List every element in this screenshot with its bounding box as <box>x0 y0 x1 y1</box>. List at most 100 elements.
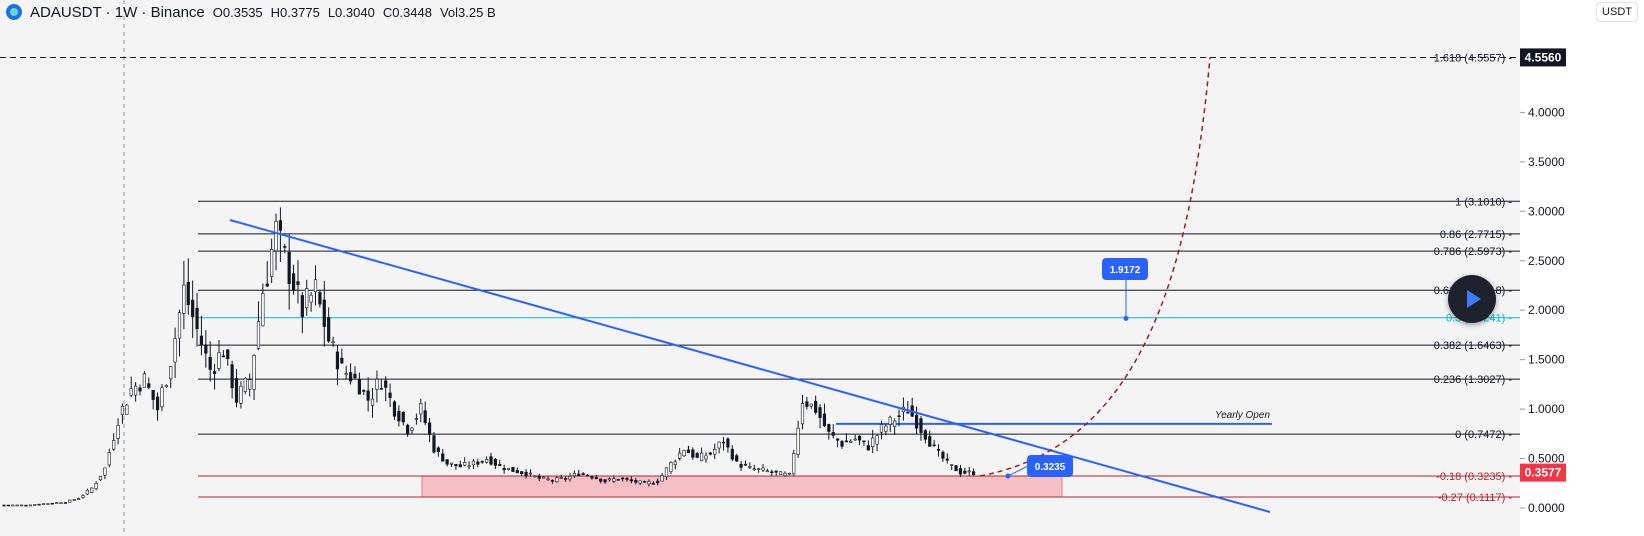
candle <box>914 406 919 435</box>
candle-body <box>283 246 287 248</box>
candle-body <box>928 436 932 447</box>
candle-body <box>559 477 563 479</box>
candle-body <box>524 471 528 477</box>
candle <box>353 366 357 380</box>
candle-body <box>125 404 129 415</box>
play-button[interactable] <box>1448 275 1496 323</box>
candle <box>796 420 800 458</box>
candle <box>55 502 59 504</box>
candle-body <box>669 462 673 472</box>
candle <box>695 452 699 459</box>
candle <box>673 459 677 470</box>
candle <box>537 473 541 482</box>
price-axis-background <box>1520 0 1644 536</box>
candle <box>875 434 879 452</box>
currency-button[interactable]: USDT <box>1596 2 1638 22</box>
candle <box>327 307 331 343</box>
candle <box>309 292 313 312</box>
candle <box>160 383 164 412</box>
candle <box>699 447 704 462</box>
candle <box>344 365 348 379</box>
candle <box>226 349 230 366</box>
candle <box>370 388 375 418</box>
candle-body <box>94 483 98 489</box>
candle-body <box>480 460 484 463</box>
candle-body <box>379 388 383 390</box>
candle <box>866 440 870 451</box>
candle-body <box>476 461 480 465</box>
candle-body <box>349 372 353 382</box>
candle-body <box>331 341 335 343</box>
candle-body <box>313 279 318 292</box>
candle-body <box>590 476 594 479</box>
candle-body <box>708 452 712 455</box>
candle-body <box>489 456 493 465</box>
candle-body <box>612 478 616 482</box>
candle-body <box>506 467 511 470</box>
close-value: C0.3448 <box>382 4 432 20</box>
candle-body <box>300 295 304 318</box>
candle-body <box>191 299 195 318</box>
candle <box>221 350 225 358</box>
candle <box>296 260 300 304</box>
candle <box>638 480 642 486</box>
fib-label: 1.618 (4.5557) - <box>1434 52 1513 64</box>
candle-body <box>621 477 625 480</box>
candle <box>169 366 173 389</box>
candle <box>142 371 146 388</box>
candle <box>59 502 63 505</box>
candle <box>432 431 436 454</box>
candle <box>761 464 765 473</box>
candle <box>691 447 695 460</box>
candle-body <box>857 435 862 441</box>
candle <box>401 411 405 426</box>
candle <box>81 494 85 499</box>
candle-body <box>686 449 691 454</box>
candle <box>449 462 454 467</box>
callout-2-leader <box>1007 465 1029 477</box>
candle-body <box>770 471 774 474</box>
candle <box>24 504 28 507</box>
candle <box>660 472 664 482</box>
candle-body <box>783 472 787 476</box>
candle <box>199 315 204 356</box>
candle <box>11 504 15 507</box>
fib-label: 0 (0.7472) - <box>1455 429 1512 441</box>
candle <box>37 503 41 506</box>
candle <box>743 460 748 466</box>
candle <box>397 405 401 427</box>
candle <box>458 460 462 468</box>
candle <box>379 379 383 390</box>
high-value: H0.3775 <box>270 4 320 20</box>
candle <box>300 292 304 334</box>
candle <box>485 456 489 464</box>
candle <box>818 404 822 429</box>
candle-body <box>550 480 555 482</box>
candle-body <box>840 441 844 447</box>
candle-body <box>941 451 945 459</box>
candle-body <box>129 388 133 396</box>
candle-body <box>568 476 572 480</box>
fib-label: -0.27 (0.1117) - <box>1438 492 1513 504</box>
candle <box>63 501 68 504</box>
candle-body <box>98 476 103 481</box>
candle <box>607 477 612 482</box>
candle <box>313 265 318 306</box>
callout-2-dot <box>1005 473 1011 479</box>
candle-body <box>897 415 901 418</box>
symbol-title[interactable]: ADAUSDT · 1W · Binance <box>30 3 205 21</box>
candle-body <box>305 288 309 309</box>
candle-body <box>849 440 853 443</box>
low-value: L0.3040 <box>327 4 375 20</box>
candle <box>322 281 326 347</box>
candle <box>112 433 116 452</box>
candle-body <box>90 487 94 493</box>
candle-body <box>493 459 497 466</box>
candle-body <box>792 453 796 475</box>
candle-body <box>950 464 954 466</box>
candle-body <box>871 437 875 447</box>
candle-body <box>682 450 686 457</box>
candle-body <box>164 385 168 388</box>
candle <box>678 448 682 461</box>
